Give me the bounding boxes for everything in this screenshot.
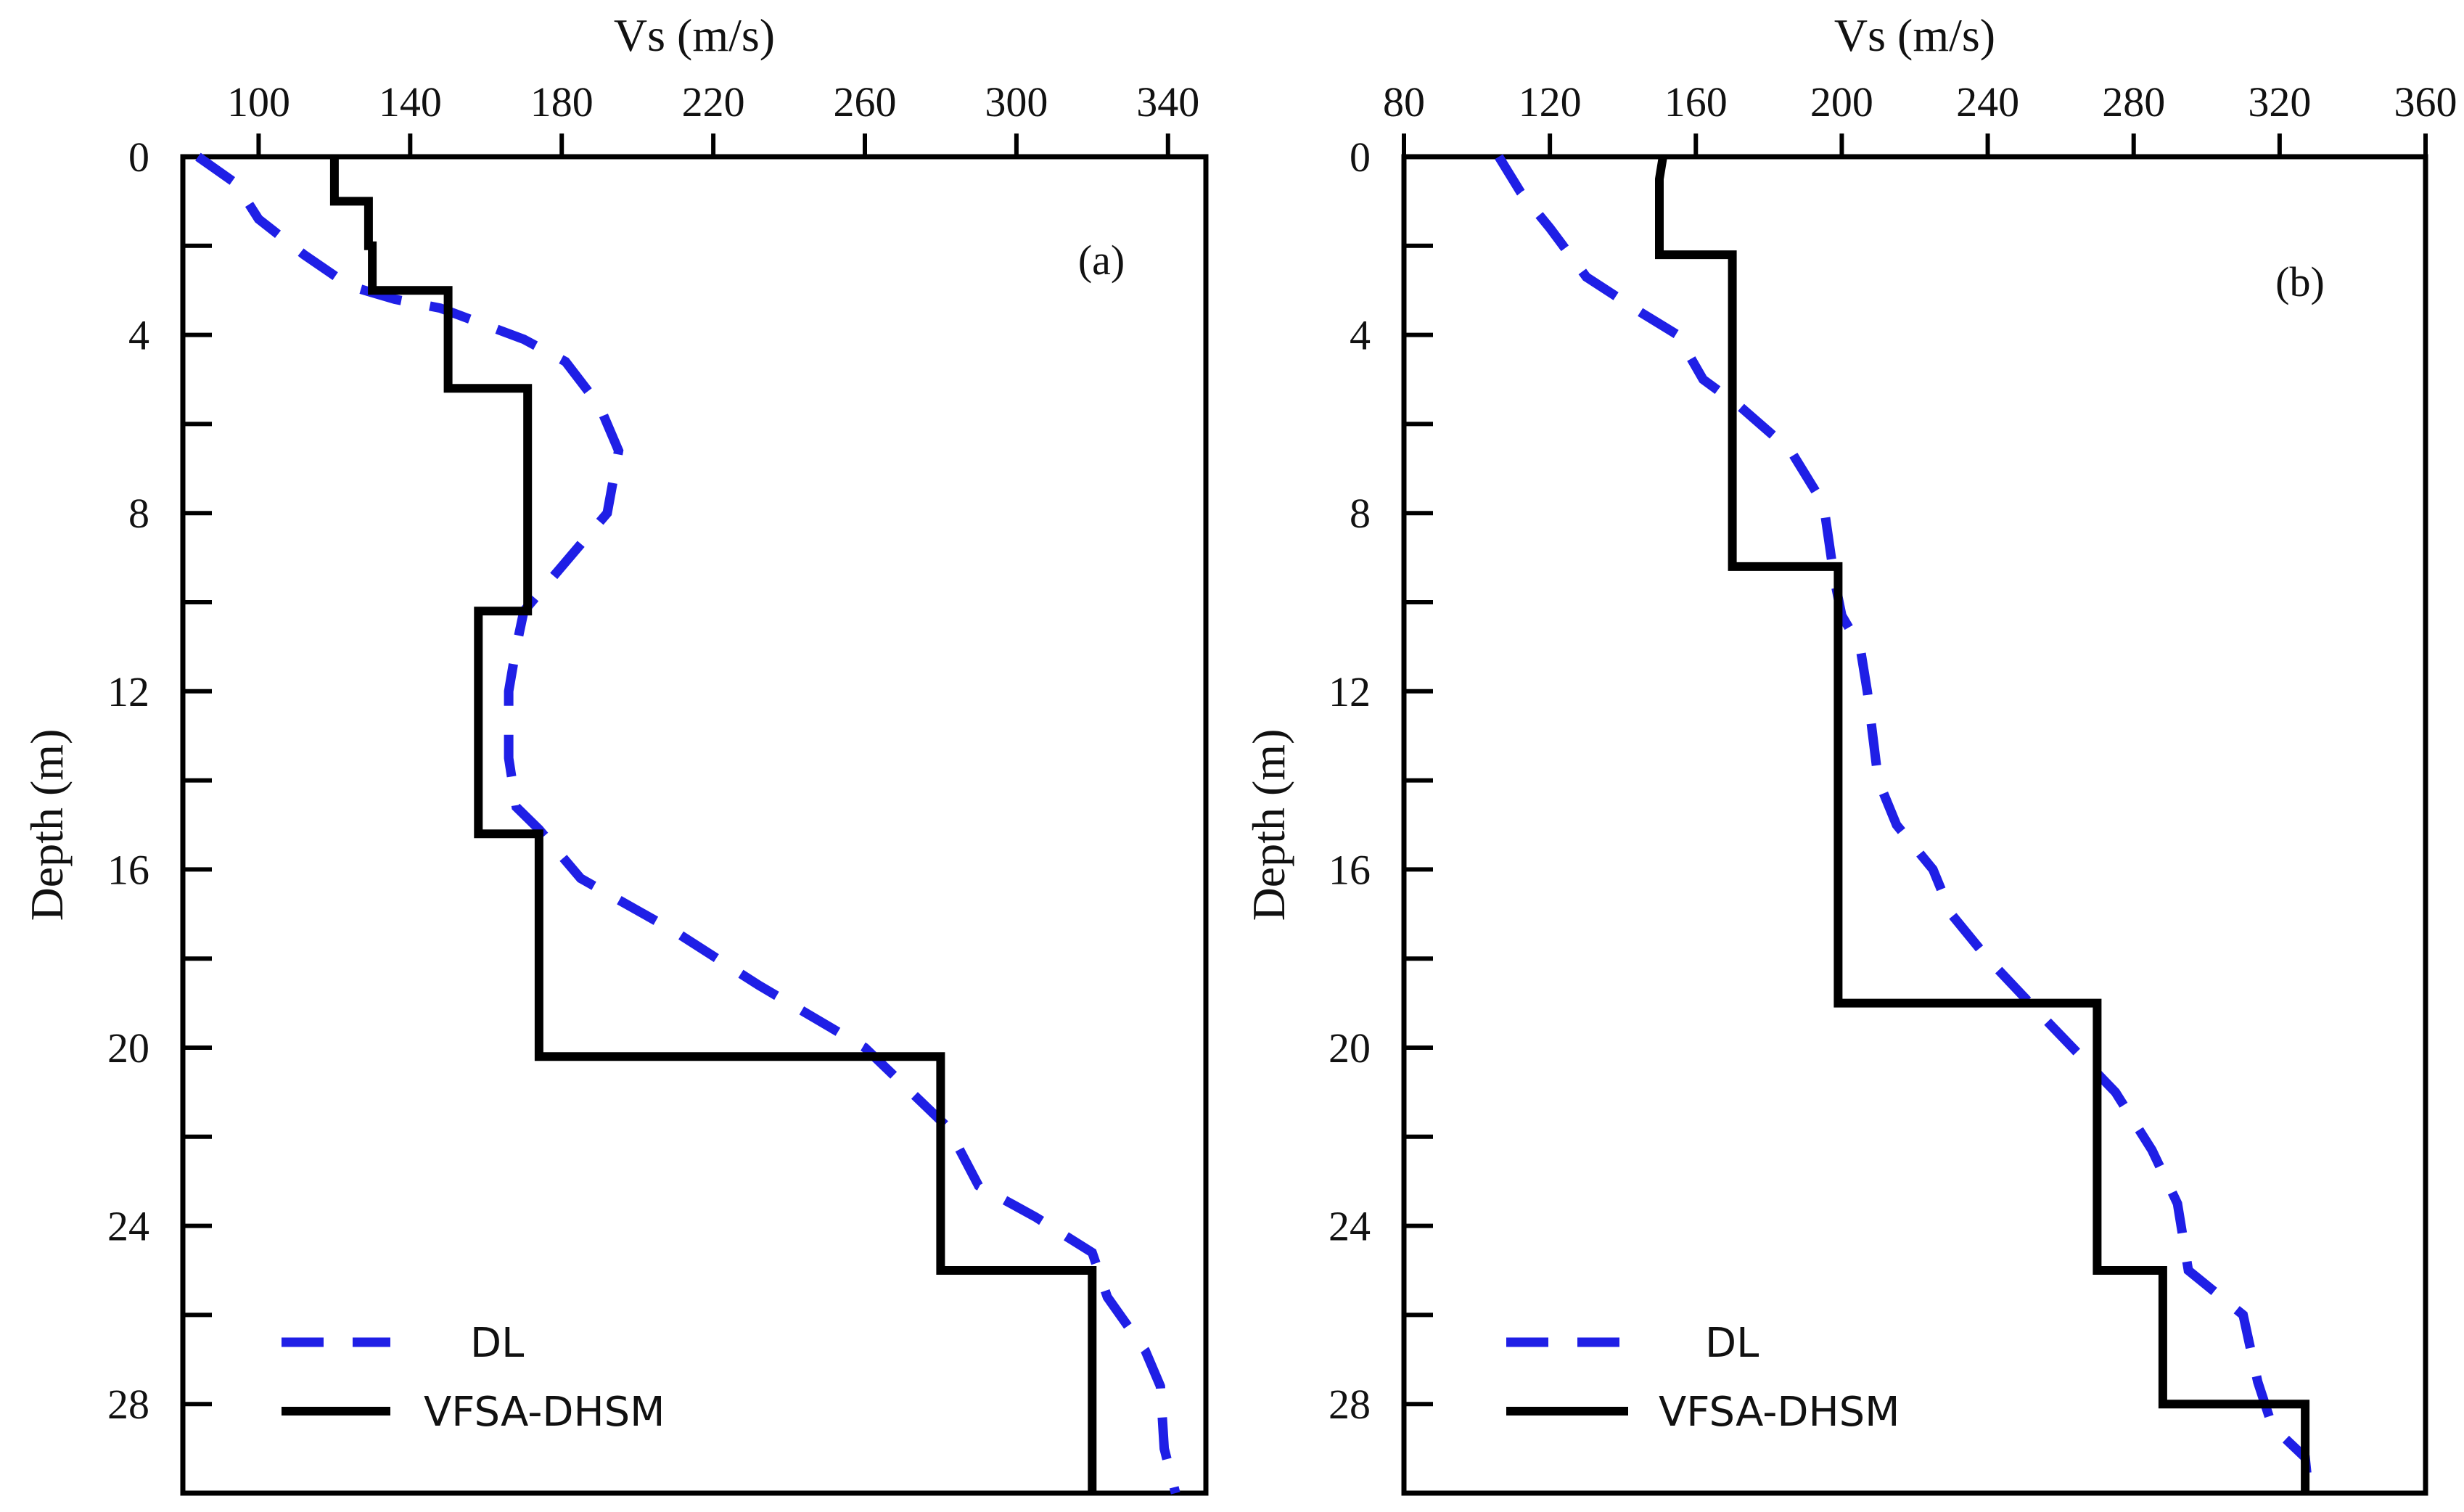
x-tick-label: 280 [2102, 78, 2165, 126]
panel-label-a: (a) [1078, 237, 1125, 284]
legend-label-vfsa-b: VFSA-DHSM [1659, 1389, 1900, 1436]
plot-frame-b [1401, 154, 2428, 1496]
series-vfsa-dhsm-line [329, 157, 1097, 1493]
x-tick-label: 340 [1136, 78, 1199, 126]
plot-frame-a [180, 154, 1209, 1496]
x-tick-label: 360 [2394, 78, 2457, 126]
series-layer-a [195, 152, 1180, 1495]
x-tick-labels-a: 100 140 180 220 260 300 340 [227, 78, 1199, 126]
y-tick-label: 4 [1350, 312, 1371, 359]
y-tick-label: 8 [128, 490, 149, 537]
panel-a: 100 140 180 220 260 300 340 0 4 8 12 16 20 24 28 Vs (… [21, 9, 1209, 1496]
y-tick-label: 8 [1350, 490, 1371, 537]
y-tick-label: 24 [107, 1203, 149, 1250]
legend-label-dl-a: DL [470, 1320, 524, 1367]
ticks-a [183, 133, 1170, 1407]
y-tick-label: 20 [107, 1024, 149, 1072]
x-tick-label: 260 [834, 78, 897, 126]
legend-a: DL VFSA-DHSM [282, 1320, 665, 1436]
y-tick-label: 16 [1328, 846, 1371, 893]
x-tick-label: 80 [1383, 78, 1425, 126]
panel-b: 80 120 160 200 240 280 320 360 0 4 8 12 16 20 24 28 Vs… [1243, 9, 2457, 1496]
x-tick-label: 100 [227, 78, 290, 126]
x-tick-label: 120 [1519, 78, 1582, 126]
x-tick-label: 300 [985, 78, 1048, 126]
x-tick-label: 220 [682, 78, 745, 126]
series-dl-line [195, 152, 1180, 1495]
series-vfsa-dhsm-line [1655, 156, 2310, 1493]
y-tick-label: 4 [128, 312, 149, 359]
x-tick-label: 200 [1810, 78, 1873, 126]
y-tick-label: 12 [1328, 668, 1371, 715]
y-tick-labels-a: 0 4 8 12 16 20 24 28 [107, 133, 149, 1428]
legend-b: DL VFSA-DHSM [1506, 1320, 1900, 1436]
y-axis-title-b: Depth (m) [1243, 729, 1294, 921]
x-tick-label: 140 [379, 78, 442, 126]
y-tick-label: 20 [1328, 1024, 1371, 1072]
y-axis-title-a: Depth (m) [21, 729, 73, 921]
y-tick-label: 28 [107, 1381, 149, 1428]
y-tick-label: 24 [1328, 1203, 1371, 1250]
x-axis-title-b: Vs (m/s) [1834, 9, 1995, 61]
legend-label-dl-b: DL [1705, 1320, 1759, 1367]
ticks-b [1402, 133, 2428, 1407]
x-tick-label: 180 [530, 78, 594, 126]
x-axis-title-a: Vs (m/s) [614, 9, 775, 61]
y-tick-label: 28 [1328, 1381, 1371, 1428]
y-tick-labels-b: 0 4 8 12 16 20 24 28 [1328, 133, 1371, 1428]
series-dl-line [1495, 154, 2314, 1494]
x-tick-labels-b: 80 120 160 200 240 280 320 360 [1383, 78, 2457, 126]
y-tick-label: 0 [128, 133, 149, 181]
y-tick-label: 12 [107, 668, 149, 715]
y-tick-label: 0 [1350, 133, 1371, 181]
x-tick-label: 320 [2248, 78, 2311, 126]
x-tick-label: 240 [1956, 78, 2019, 126]
legend-label-vfsa-a: VFSA-DHSM [424, 1389, 665, 1436]
y-tick-label: 16 [107, 846, 149, 893]
series-layer-b [1495, 154, 2314, 1494]
x-tick-label: 160 [1664, 78, 1728, 126]
panel-label-b: (b) [2275, 258, 2325, 305]
